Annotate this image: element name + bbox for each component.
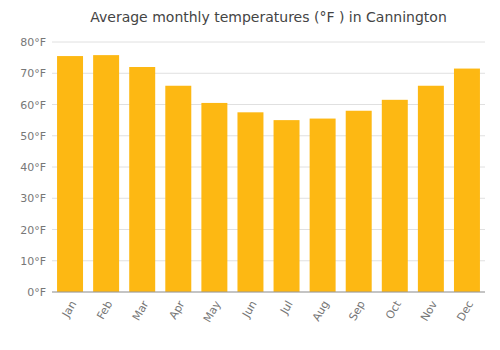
y-tick-label: 20°F	[20, 224, 46, 237]
x-tick-label: Feb	[94, 298, 115, 321]
x-tick-label: Jan	[59, 298, 79, 320]
x-tick-label: Apr	[167, 298, 188, 321]
bar	[165, 86, 191, 292]
y-tick-label: 80°F	[20, 36, 46, 49]
bar	[129, 67, 155, 292]
y-tick-label: 70°F	[20, 67, 46, 80]
bar	[382, 100, 408, 292]
x-tick-label: Mar	[130, 298, 152, 323]
y-axis: 0°F 10°F 20°F 30°F 40°F 50°F 60°F 70°F 80°F	[20, 36, 485, 299]
chart: Average monthly temperatures (°F ) in Ca…	[0, 0, 500, 350]
bar	[201, 103, 227, 292]
y-tick-label: 60°F	[20, 99, 46, 112]
x-tick-label: Nov	[418, 298, 440, 324]
y-tick-label: 30°F	[20, 192, 46, 205]
x-axis: Jan Feb Mar Apr May Jun Jul Aug Sep Oct Nov Dec	[59, 298, 476, 325]
chart-container: Average monthly temperatures (°F ) in Ca…	[0, 0, 500, 350]
x-tick-label: Jul	[277, 299, 295, 318]
bar	[237, 112, 263, 292]
grid-line	[52, 292, 485, 293]
bar	[310, 119, 336, 292]
y-tick-label: 40°F	[20, 161, 46, 174]
x-axis-line	[52, 292, 485, 293]
chart-title: Average monthly temperatures (°F ) in Ca…	[90, 9, 447, 25]
bar	[418, 86, 444, 292]
x-tick-label: Aug	[310, 299, 332, 324]
x-tick-label: Oct	[383, 298, 404, 322]
x-tick-label: May	[201, 298, 224, 325]
bar	[454, 69, 480, 292]
x-tick-label: Dec	[454, 299, 476, 324]
bars	[57, 55, 480, 292]
y-tick-label: 0°F	[27, 286, 46, 299]
bar	[274, 120, 300, 292]
x-tick-label: Jun	[239, 298, 259, 320]
bar	[93, 55, 119, 292]
bar	[57, 56, 83, 292]
grid-line	[52, 42, 485, 43]
x-tick-label: Sep	[346, 298, 368, 322]
y-tick-label: 10°F	[20, 255, 46, 268]
bar	[346, 111, 372, 292]
y-tick-label: 50°F	[20, 130, 46, 143]
